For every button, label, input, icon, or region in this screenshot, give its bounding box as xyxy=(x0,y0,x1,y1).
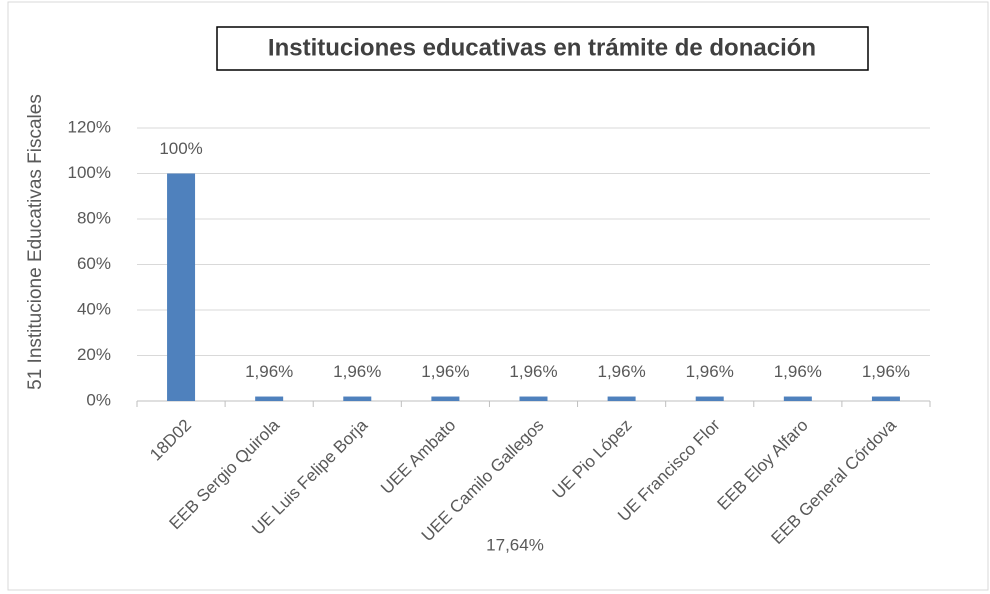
title-box xyxy=(216,26,869,71)
y-tick-label: 20% xyxy=(77,345,111,364)
bar xyxy=(783,396,812,401)
bar xyxy=(255,396,284,401)
value-label: 1,96% xyxy=(421,362,469,381)
bar xyxy=(343,396,372,401)
bar xyxy=(519,396,548,401)
y-tick-label: 80% xyxy=(77,208,111,227)
y-axis-label: 51 Institucione Educativas Fiscales xyxy=(25,94,46,390)
value-label: 1,96% xyxy=(686,362,734,381)
bar xyxy=(695,396,724,401)
y-tick-label: 0% xyxy=(86,390,111,409)
y-tick-label: 60% xyxy=(77,254,111,273)
value-label: 100% xyxy=(159,139,202,158)
value-label: 1,96% xyxy=(598,362,646,381)
value-label: 1,96% xyxy=(245,362,293,381)
bar xyxy=(167,173,196,401)
value-label: 1,96% xyxy=(509,362,557,381)
y-tick-label: 100% xyxy=(68,163,111,182)
value-label: 1,96% xyxy=(774,362,822,381)
chart-frame xyxy=(7,1,989,591)
value-label: 1,96% xyxy=(862,362,910,381)
bar xyxy=(431,396,460,401)
value-label: 1,96% xyxy=(333,362,381,381)
y-tick-label: 120% xyxy=(68,117,111,136)
y-tick-label: 40% xyxy=(77,299,111,318)
bar xyxy=(607,396,636,401)
bar xyxy=(871,396,900,401)
annotation: 17,64% xyxy=(486,535,544,554)
chart-title: Instituciones educativas en trámite de d… xyxy=(268,34,816,61)
